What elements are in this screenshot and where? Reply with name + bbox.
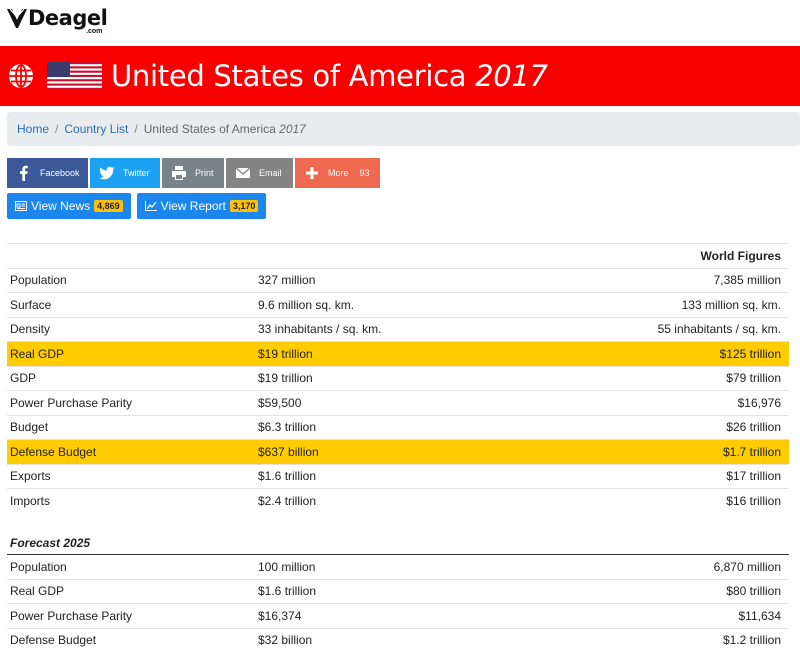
world-value: $11,634 [535, 603, 789, 628]
world-value: $17 trillion [535, 463, 789, 489]
twitter-share-button[interactable]: Twitter [90, 158, 160, 188]
row-label: Real GDP [7, 578, 255, 604]
forecast-table: Population 100 million 6,870 million Real G… [7, 555, 789, 652]
deagel-logo[interactable]: Deagel .com [6, 6, 108, 38]
logo-emblem-icon [7, 8, 27, 28]
world-value: $16,976 [535, 390, 789, 415]
country-value: $32 billion [255, 627, 535, 652]
world-value: $125 trillion [535, 341, 789, 366]
world-value: 7,385 million [535, 267, 789, 293]
table-row: Real GDP $1.6 trillion $80 trillion [7, 578, 789, 604]
breadcrumb-country-list-link[interactable]: Country List [64, 122, 129, 136]
country-value: $16,374 [255, 603, 535, 628]
row-label: Surface [7, 292, 255, 317]
breadcrumb-separator: / [134, 122, 138, 136]
printer-icon [172, 166, 186, 180]
more-share-count: 93 [359, 168, 370, 178]
table-row: Population 327 million 7,385 million [7, 267, 789, 293]
country-banner: United States of America 2017 [0, 46, 800, 106]
country-value: $6.3 trillion [255, 414, 535, 440]
table-row: Exports $1.6 trillion $17 trillion [7, 463, 789, 489]
plus-icon [306, 167, 318, 179]
row-label: Power Purchase Parity [7, 603, 255, 628]
row-label: Real GDP [7, 341, 255, 366]
more-share-button[interactable]: More 93 [295, 158, 380, 188]
country-value: $19 trillion [255, 341, 535, 366]
row-label: Budget [7, 414, 255, 440]
world-value: $79 trillion [535, 365, 789, 391]
country-value: $19 trillion [255, 365, 535, 391]
us-flag-icon [47, 62, 102, 90]
country-value: $637 billion [255, 439, 535, 464]
facebook-icon [20, 165, 28, 181]
country-stats-table: World Figures Population 327 million 7,385… [7, 243, 789, 513]
row-label: Defense Budget [7, 439, 255, 464]
table-row: Power Purchase Parity $16,374 $11,634 [7, 603, 789, 628]
row-label: Power Purchase Parity [7, 390, 255, 415]
table-row: Surface 9.6 million sq. km. 133 million sq… [7, 292, 789, 317]
newspaper-icon [15, 201, 27, 211]
row-label: Exports [7, 463, 255, 489]
view-report-button[interactable]: View Report 3,170 [136, 193, 267, 219]
breadcrumb-home-link[interactable]: Home [17, 122, 50, 136]
logo-text: Deagel [28, 6, 108, 30]
facebook-share-button[interactable]: Facebook [7, 158, 88, 188]
table-row: Budget $6.3 trillion $26 trillion [7, 414, 789, 440]
country-value: 327 million [255, 267, 535, 293]
view-news-button[interactable]: View News 4,869 [7, 193, 131, 219]
country-value: 9.6 million sq. km. [255, 292, 535, 317]
view-buttons: View News 4,869 View Report 3,170 [7, 193, 267, 219]
world-value: $1.7 trillion [535, 439, 789, 464]
globe-icon [9, 64, 33, 88]
world-value: $1.2 trillion [535, 627, 789, 652]
country-value: $2.4 trillion [255, 488, 535, 513]
table-row: Defense Budget $32 billion $1.2 trillion [7, 627, 789, 652]
report-count-badge: 3,170 [229, 200, 259, 212]
table-row: Population 100 million 6,870 million [7, 555, 789, 579]
country-value: $1.6 trillion [255, 463, 535, 489]
forecast-divider [7, 554, 789, 555]
chart-icon [144, 201, 157, 211]
country-name: United States of America [111, 59, 467, 93]
world-value: 55 inhabitants / sq. km. [535, 316, 789, 342]
table-row: Power Purchase Parity $59,500 $16,976 [7, 390, 789, 415]
breadcrumb-separator: / [55, 122, 59, 136]
world-figures-header: World Figures [535, 243, 789, 268]
page-title: United States of America 2017 [111, 59, 548, 93]
breadcrumb: Home / Country List / United States of A… [7, 112, 800, 146]
forecast-title: Forecast 2025 [10, 536, 91, 550]
world-value: $80 trillion [535, 578, 789, 604]
stats-header-row: World Figures [7, 243, 789, 268]
row-label: Population [7, 267, 255, 293]
country-year: 2017 [475, 59, 548, 93]
breadcrumb-current: United States of America 2017 [143, 122, 306, 136]
email-share-button[interactable]: Email [226, 158, 293, 188]
world-value: 133 million sq. km. [535, 292, 789, 317]
row-label: GDP [7, 365, 255, 391]
world-value: $26 trillion [535, 414, 789, 440]
table-row: Defense Budget $637 billion $1.7 trillion [7, 439, 789, 464]
row-label: Density [7, 316, 255, 342]
country-value: 33 inhabitants / sq. km. [255, 316, 535, 342]
print-button[interactable]: Print [162, 158, 224, 188]
row-label: Defense Budget [7, 627, 255, 652]
country-value: $1.6 trillion [255, 578, 535, 604]
envelope-icon [235, 167, 251, 178]
row-label: Imports [7, 488, 255, 513]
news-count-badge: 4,869 [94, 200, 123, 212]
twitter-icon [99, 166, 115, 180]
country-value: $59,500 [255, 390, 535, 415]
country-value: 100 million [258, 559, 316, 574]
logo-subtext: .com [86, 28, 103, 35]
row-label: Population [10, 559, 67, 574]
table-row: Density 33 inhabitants / sq. km. 55 inhabi… [7, 316, 789, 342]
share-buttons: Facebook Twitter Print Email More 93 [7, 158, 380, 188]
table-row: GDP $19 trillion $79 trillion [7, 365, 789, 391]
table-row: Imports $2.4 trillion $16 trillion [7, 488, 789, 513]
world-value: $16 trillion [535, 488, 789, 513]
table-row: Real GDP $19 trillion $125 trillion [7, 341, 789, 366]
world-value: 6,870 million [713, 559, 781, 574]
